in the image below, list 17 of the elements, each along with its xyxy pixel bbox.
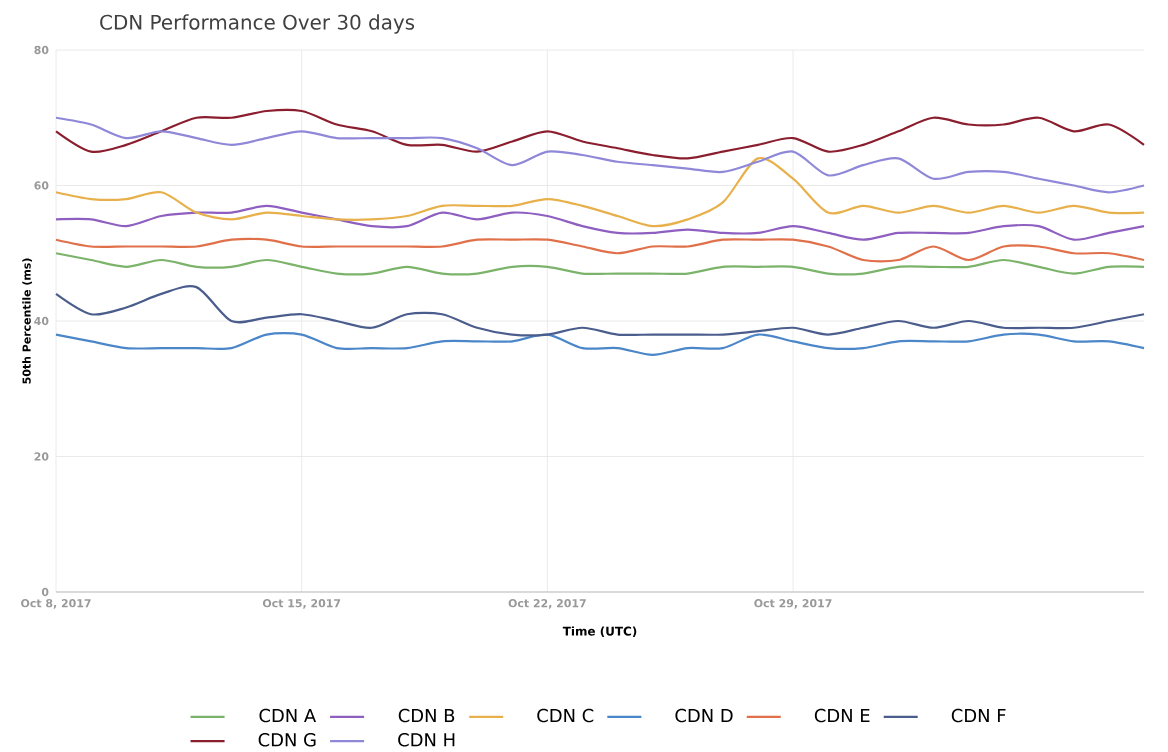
legend-label: CDN C	[537, 708, 594, 723]
line-series	[54, 237, 1146, 263]
chart-title: CDN Performance Over 30 days	[100, 14, 415, 34]
line-series	[54, 116, 1146, 194]
legend-label: CDN D	[675, 708, 733, 723]
legend-label: CDN A	[259, 708, 317, 723]
legend-label: CDN E	[814, 708, 870, 723]
line-series	[54, 157, 1146, 228]
line-series	[54, 108, 1146, 160]
line-series	[54, 252, 1146, 276]
legend-label: CDN G	[258, 733, 316, 747]
line-series	[54, 332, 1146, 356]
line-series	[54, 285, 1146, 337]
legend-label: CDN H	[398, 733, 455, 747]
legend-label: CDN F	[951, 708, 1006, 723]
line-series	[54, 204, 1146, 241]
legend-label: CDN B	[398, 708, 455, 723]
